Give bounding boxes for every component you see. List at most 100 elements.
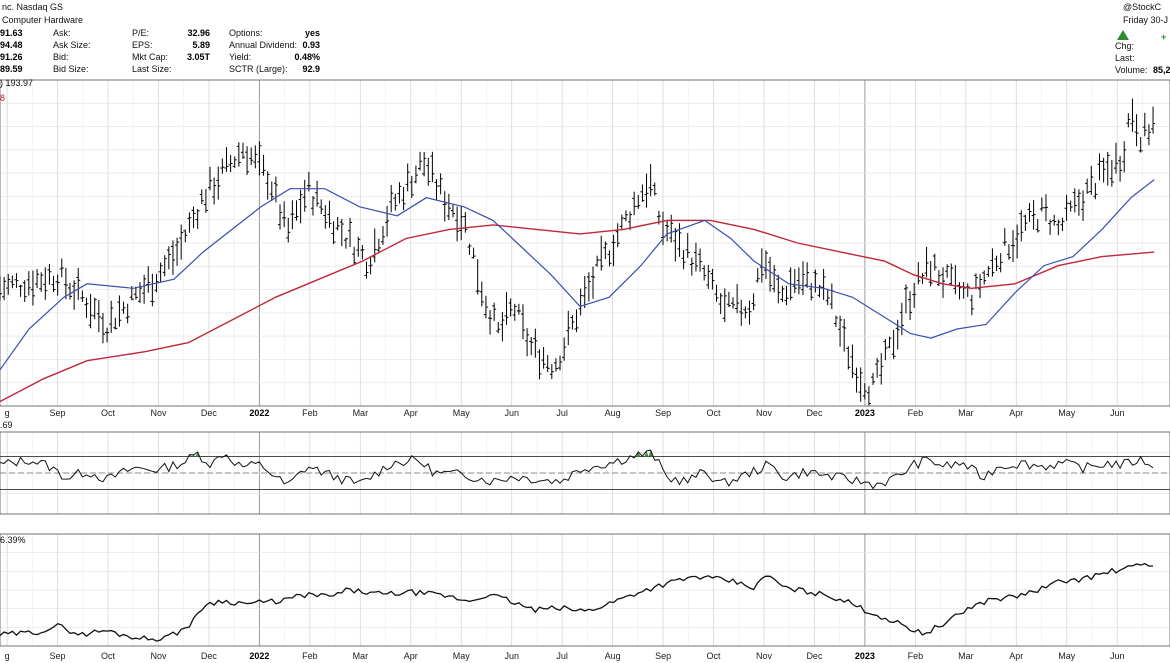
ohlc-bar xyxy=(698,248,703,272)
ohlc-bar xyxy=(80,290,85,303)
oscillator-label: .69 xyxy=(0,420,13,430)
ohlc-bar xyxy=(644,173,649,208)
x-tick-label: Nov xyxy=(150,651,167,661)
ohlc-bar xyxy=(1011,230,1016,263)
ohlc-bar xyxy=(76,268,81,300)
ohlc-bar xyxy=(492,302,497,321)
ohlc-bar xyxy=(331,221,336,245)
ohlc-bar xyxy=(496,322,501,334)
ohlc-bar xyxy=(883,338,888,361)
ohlc-bar xyxy=(488,310,493,335)
ohlc-bar xyxy=(553,358,558,372)
ohlc-bar xyxy=(945,264,950,278)
ohlc-bar xyxy=(10,275,15,289)
ohlc-bar xyxy=(755,268,760,283)
x-tick-label: Oct xyxy=(707,408,722,418)
ohlc-bar xyxy=(1006,244,1011,260)
ohlc-bar xyxy=(801,261,806,296)
ohlc-bar xyxy=(302,179,307,212)
up-arrow-icon xyxy=(1117,30,1129,40)
ohlc-bar xyxy=(1056,219,1061,236)
ohlc-bar xyxy=(335,216,340,231)
ohlc-bar xyxy=(158,262,163,283)
x-tick-label: Sep xyxy=(655,651,671,661)
ohlc-bar xyxy=(327,200,332,228)
ohlc-bar xyxy=(986,265,991,278)
ohlc-bar xyxy=(212,177,217,205)
ohlc-bar xyxy=(372,228,377,263)
ohlc-bar xyxy=(356,236,361,257)
ohlc-bar xyxy=(821,268,826,300)
ohlc-bar xyxy=(714,284,719,302)
ohlc-bar xyxy=(55,274,60,296)
x-tick-label: Feb xyxy=(302,408,318,418)
extra-value: 0.93 xyxy=(302,40,320,50)
ohlc-bar xyxy=(409,175,414,198)
x-tick-label: Apr xyxy=(404,651,418,661)
ohlc-bar xyxy=(298,189,303,224)
ohlc-bar xyxy=(413,165,418,184)
ohlc-bar xyxy=(183,229,188,243)
ohlc-bar xyxy=(1015,224,1020,259)
ohlc-bar xyxy=(866,386,871,406)
ohlc-bar xyxy=(731,297,736,309)
ohlc-bar xyxy=(240,142,245,159)
x-tick-label: Mar xyxy=(958,651,974,661)
x-tick-label: May xyxy=(453,408,471,418)
ohlc-bar xyxy=(879,353,884,385)
ohlc-bar xyxy=(875,357,880,378)
price-panel xyxy=(0,98,1156,406)
quote-value: 89.59 xyxy=(0,64,23,74)
ohlc-bar xyxy=(88,294,93,329)
ohlc-bar xyxy=(96,299,101,333)
x-tick-label: 2022 xyxy=(249,408,269,418)
extra-value: 92.9 xyxy=(302,64,320,74)
ohlc-bar xyxy=(113,317,118,330)
ohlc-bar xyxy=(562,337,567,361)
fundamental-label: P/E: xyxy=(132,28,149,38)
ohlc-bar xyxy=(479,281,484,307)
ohlc-bar xyxy=(1064,194,1069,221)
ohlc-bar xyxy=(1134,114,1139,147)
ohlc-bar xyxy=(817,284,822,298)
ohlc-bar xyxy=(735,283,740,314)
ohlc-bar xyxy=(566,310,571,346)
ohlc-bar xyxy=(1031,200,1036,230)
ohlc-bar xyxy=(105,327,110,343)
ohlc-bar xyxy=(693,242,698,272)
ohlc-bar xyxy=(92,297,97,320)
ohlc-bar xyxy=(516,303,521,315)
ohlc-bar xyxy=(838,315,843,347)
ohlc-bar xyxy=(380,226,385,245)
ohlc-bar xyxy=(1118,155,1123,182)
quote-value: 91.26 xyxy=(0,52,23,62)
ohlc-bar xyxy=(315,180,320,207)
ohlc-bar xyxy=(368,257,373,275)
x-tick-label: Feb xyxy=(908,651,924,661)
ohlc-bar xyxy=(142,274,147,304)
x-tick-label: Nov xyxy=(756,408,773,418)
ohlc-bar xyxy=(825,288,830,306)
ohlc-bar xyxy=(891,329,896,360)
ohlc-bar xyxy=(319,199,324,215)
ohlc-bar xyxy=(430,151,435,183)
ohlc-bar xyxy=(751,293,756,311)
quote-label: Bid: xyxy=(53,52,69,62)
ohlc-bar xyxy=(685,233,690,258)
ohlc-bar xyxy=(150,273,155,307)
ohlc-bar xyxy=(623,210,628,222)
ohlc-bar xyxy=(191,206,196,229)
quote-label: Ask: xyxy=(53,28,71,38)
ohlc-bar xyxy=(339,218,344,247)
oscillator-panel xyxy=(0,449,1170,490)
ohlc-bar xyxy=(1126,113,1131,128)
x-tick-label: Aug xyxy=(605,651,621,661)
ohlc-bar xyxy=(994,255,999,272)
ohlc-bar xyxy=(405,163,410,192)
ohlc-bar xyxy=(397,182,402,204)
ohlc-bar xyxy=(14,273,19,288)
ohlc-bar xyxy=(689,257,694,276)
ohlc-bar xyxy=(1097,153,1102,181)
ohlc-bar xyxy=(615,223,620,248)
ohlc-bar xyxy=(768,256,773,292)
